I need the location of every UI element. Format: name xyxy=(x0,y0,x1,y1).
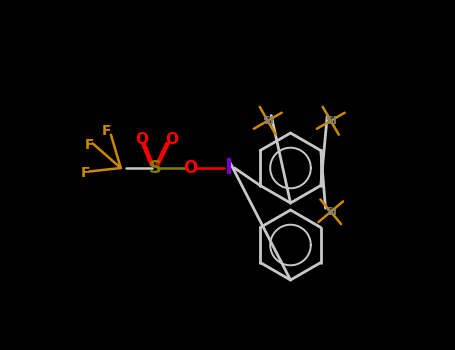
Text: O: O xyxy=(184,159,198,177)
Text: O: O xyxy=(135,133,148,147)
Text: Si: Si xyxy=(262,116,273,126)
Text: O: O xyxy=(165,133,178,147)
Text: Si: Si xyxy=(325,207,337,217)
Text: Si: Si xyxy=(325,116,337,126)
Text: F: F xyxy=(102,124,111,138)
Text: S: S xyxy=(149,159,162,177)
Text: F: F xyxy=(81,166,91,180)
Text: F: F xyxy=(85,138,94,152)
Text: I: I xyxy=(225,158,233,178)
